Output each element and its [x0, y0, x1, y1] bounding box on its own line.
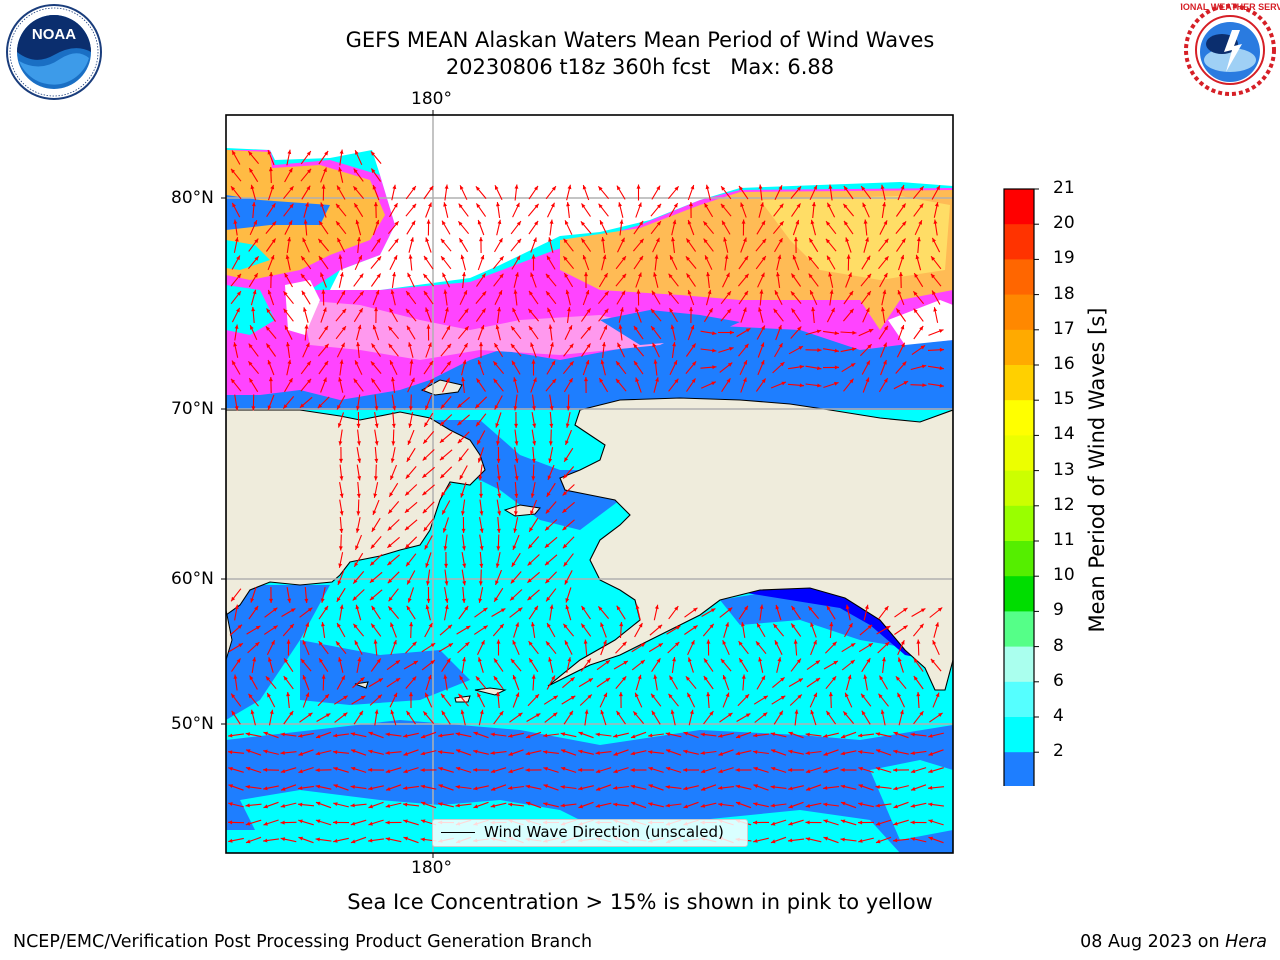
footer-date: 08 Aug 2023 on [1080, 932, 1226, 952]
colorbar-segment [1004, 329, 1034, 366]
nws-logo-text: NATIONAL WEATHER SERVICE [1180, 2, 1280, 12]
colorbar-tick-label: 17 [1053, 318, 1075, 339]
no-data-pack [226, 115, 953, 290]
colorbar-segment [1004, 505, 1034, 542]
footer-left: NCEP/EMC/Verification Post Processing Pr… [13, 932, 593, 952]
lon-label-bottom: 180° [411, 858, 452, 878]
noaa-logo: NOAA [6, 4, 102, 100]
colorbar-tick-label: 9 [1053, 600, 1064, 621]
colorbar-tick-label: 14 [1053, 424, 1075, 445]
colorbar-segment [1004, 681, 1034, 718]
map-frame [225, 114, 954, 854]
sea-ice-caption: Sea Ice Concentration > 15% is shown in … [347, 890, 933, 914]
colorbar-segment [1004, 365, 1034, 401]
colorbar-tick-label: 19 [1053, 248, 1075, 269]
colorbar-tick-label: 6 [1053, 670, 1064, 691]
colorbar [1003, 188, 1039, 786]
colorbar-tick-label: 2 [1053, 741, 1064, 762]
colorbar-segment [1004, 294, 1034, 331]
colorbar-segment [1004, 717, 1034, 753]
alaska-land [547, 397, 953, 691]
footer-machine: Hera [1225, 932, 1267, 952]
colorbar-label: Mean Period of Wind Waves [s] [1085, 307, 1109, 633]
nws-logo: NATIONAL WEATHER SERVICE [1180, 2, 1280, 98]
colorbar-outline [1003, 188, 1035, 786]
colorbar-tick-label: 4 [1053, 706, 1064, 726]
colorbar-tick-label: 13 [1053, 459, 1075, 480]
legend-line-swatch [441, 832, 475, 833]
pacific-blue-west [226, 585, 330, 720]
colorbar-tick-label: 8 [1053, 635, 1064, 656]
colorbar-segment [1004, 576, 1034, 612]
lightning-icon [1224, 30, 1242, 72]
colorbar-segment [1004, 435, 1034, 472]
colorbar-segment [1004, 470, 1034, 507]
colorbar-segment [1004, 224, 1034, 260]
colorbar-tick-label: 15 [1053, 389, 1075, 410]
chart-title: GEFS MEAN Alaskan Waters Mean Period of … [345, 28, 935, 52]
lat-label-80: 80°N [171, 188, 214, 208]
lat-label-60: 60°N [171, 569, 214, 589]
wind-wave-arrows [227, 149, 945, 844]
colorbar-tick-label: 11 [1053, 530, 1075, 550]
siberia-land [226, 409, 486, 616]
colorbar-tick-label: 16 [1053, 354, 1075, 374]
colorbar-segment [1004, 400, 1034, 436]
sea-ice-pink-mid [300, 300, 700, 360]
colorbar-segment [1004, 611, 1034, 648]
colorbar-segment [1004, 752, 1034, 786]
colorbar-segment [1004, 259, 1034, 296]
colorbar-segment [1004, 189, 1034, 225]
colorbar-tick-label: 18 [1053, 283, 1075, 304]
colorbar-tick-label: 12 [1053, 494, 1075, 515]
colorbar-segment [1004, 541, 1034, 577]
map-legend: Wind Wave Direction (unscaled) [432, 819, 748, 847]
lat-label-70: 70°N [171, 399, 214, 419]
lat-label-50: 50°N [171, 714, 214, 734]
noaa-logo-text: NOAA [32, 26, 76, 43]
colorbar-tick-label: 21 [1053, 178, 1075, 198]
chart-subtitle: 20230806 t18z 360h fcst Max: 6.88 [445, 55, 835, 79]
lon-label-top: 180° [411, 89, 452, 109]
footer-right: 08 Aug 2023 on Hera [1080, 932, 1267, 952]
legend-label: Wind Wave Direction (unscaled) [484, 823, 724, 841]
colorbar-tick-label: 10 [1053, 565, 1075, 586]
colorbar-segment [1004, 646, 1034, 683]
colorbar-tick-label: 20 [1053, 213, 1075, 234]
